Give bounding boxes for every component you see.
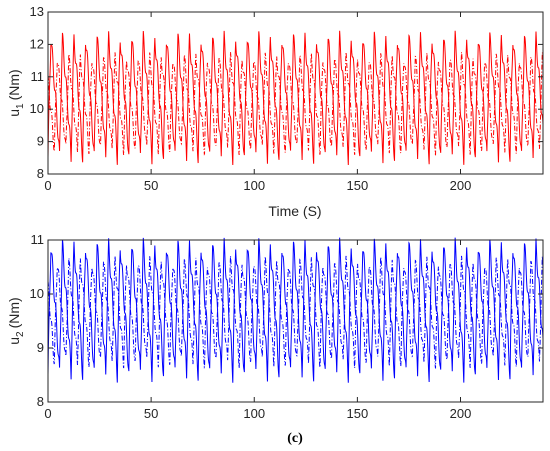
u1-dashdot-series-line <box>47 52 544 156</box>
chart-u2: 0 50 100 150 200 8 9 10 11 u2(Nm) <box>6 232 544 421</box>
u1-y-tick-label: 12 <box>30 36 44 51</box>
u1-solid-series-line <box>47 30 544 166</box>
u1-x-tick-label: 150 <box>347 178 369 193</box>
chart-u1: 0 50 100 150 200 8 9 10 11 12 13 Time (S) u1(Nm) <box>6 4 544 219</box>
u2-y-tick-label: 8 <box>37 394 44 409</box>
u1-y-tick-label: 8 <box>37 166 44 181</box>
figure-caption: (c) <box>287 431 303 446</box>
u1-ticks: 0 50 100 150 200 8 9 10 11 12 13 <box>30 4 543 193</box>
u1-y-tick-label: 10 <box>30 101 44 116</box>
u2-solid-series-line <box>47 237 544 383</box>
u2-y-tick-label: 11 <box>31 232 45 247</box>
u1-x-tick-label: 100 <box>243 178 265 193</box>
u2-y-tick-label: 10 <box>30 286 44 301</box>
u1-y-axis-label: u1(Nm) <box>6 69 26 116</box>
u1-x-tick-label: 0 <box>44 178 51 193</box>
u1-x-tick-label: 200 <box>450 178 472 193</box>
u1-x-tick-label: 50 <box>144 178 158 193</box>
u2-dashdot-series-line <box>47 255 544 370</box>
u2-x-tick-label: 0 <box>44 406 51 421</box>
u1-y-tick-label: 13 <box>30 4 44 19</box>
u1-x-axis-label: Time (S) <box>268 203 321 219</box>
u1-y-tick-label: 11 <box>31 69 45 84</box>
u2-x-tick-label: 100 <box>243 406 265 421</box>
u2-y-axis-label: u2(Nm) <box>6 297 26 344</box>
u2-x-tick-label: 50 <box>144 406 158 421</box>
u2-x-tick-label: 150 <box>347 406 369 421</box>
u2-plot-frame <box>47 239 544 403</box>
u2-x-tick-label: 200 <box>450 406 472 421</box>
u1-series-group <box>47 30 544 166</box>
u2-y-tick-label: 9 <box>37 340 44 355</box>
u2-series-group <box>47 237 544 383</box>
u1-y-tick-label: 9 <box>37 134 44 149</box>
u2-ticks: 0 50 100 150 200 8 9 10 11 <box>30 232 543 421</box>
u1-plot-frame <box>47 11 544 175</box>
